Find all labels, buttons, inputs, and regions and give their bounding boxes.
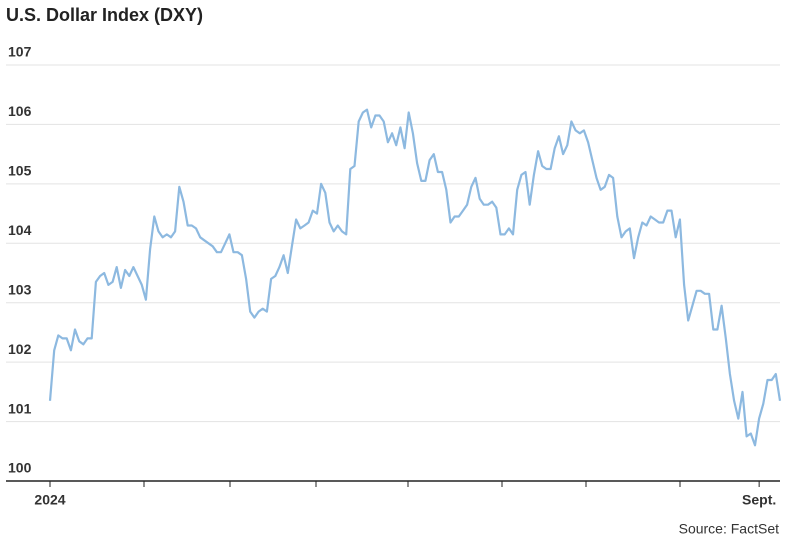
y-tick-label: 106: [8, 103, 32, 119]
chart-title: U.S. Dollar Index (DXY): [6, 5, 203, 25]
y-tick-label: 103: [8, 281, 32, 297]
y-tick-label: 105: [8, 163, 32, 179]
source: Source: FactSet: [679, 521, 779, 537]
x-tick-label: Sept.: [742, 492, 776, 508]
data-line: [48, 108, 782, 447]
y-tick-label: 102: [8, 341, 32, 357]
y-tick-label: 101: [8, 400, 32, 416]
y-tick-label: 100: [8, 460, 32, 476]
y-tick-label: 104: [8, 222, 32, 238]
month-ticks: [143, 481, 681, 487]
x-tick-label: 2024: [34, 492, 65, 508]
y-tick-label: 107: [8, 44, 32, 60]
